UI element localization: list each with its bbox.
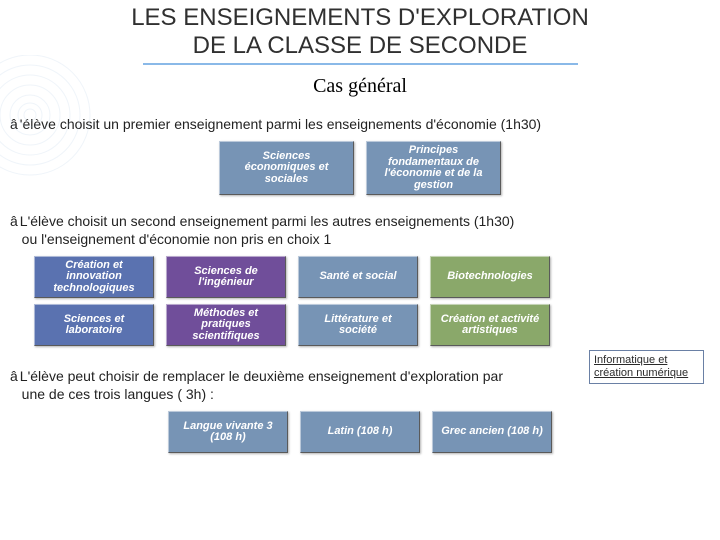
tiles-second-row1: Création et innovation technologiques Sci… [34,256,720,298]
subject-tile: Grec ancien (108 h) [432,411,552,453]
subject-tile: Méthodes et pratiques scientifiques [166,304,286,346]
subject-tile: Création et activité artistiques [430,304,550,346]
arrow-icon: â [10,213,18,229]
subject-tile: Biotechnologies [430,256,550,298]
sidebox-informatique: Informatique et création numérique [589,350,704,384]
arrow-icon: â [10,116,18,132]
title-line-1: LES ENSEIGNEMENTS D'EXPLORATION [0,4,720,32]
tiles-second-row2: Sciences et laboratoire Méthodes et prati… [34,304,720,346]
subject-tile: Littérature et société [298,304,418,346]
para3-l2: une de ces trois langues ( 3h) : [22,386,214,402]
subtitle: Cas général [0,75,720,98]
arrow-icon: â [10,368,18,384]
title-line-2: DE LA CLASSE DE SECONDE [0,32,720,60]
para2-l2: ou l'enseignement d'économie non pris en… [22,231,332,247]
title-underline [143,63,578,65]
tiles-economy: Sciences économiques et socialesPrincipe… [0,141,720,195]
subject-tile: Langue vivante 3 (108 h) [168,411,288,453]
para3-l1: L'élève peut choisir de remplacer le deu… [20,368,503,384]
subject-tile: Principes fondamentaux de l'économie et … [366,141,501,195]
subject-tile: Sciences et laboratoire [34,304,154,346]
para1-text: 'élève choisit un premier enseignement p… [20,116,541,132]
subject-tile: Sciences économiques et sociales [219,141,354,195]
subject-tile: Création et innovation technologiques [34,256,154,298]
subject-tile: Latin (108 h) [300,411,420,453]
tiles-languages: Langue vivante 3 (108 h) Latin (108 h) Gre… [0,411,720,453]
paragraph-choice-1: â'élève choisit un premier enseignement … [10,116,710,134]
subject-tile: Santé et social [298,256,418,298]
para2-l1: L'élève choisit un second enseignement p… [20,213,515,229]
subject-tile: Sciences de l'ingénieur [166,256,286,298]
page-title: LES ENSEIGNEMENTS D'EXPLORATION DE LA CL… [0,0,720,65]
paragraph-choice-2: âL'élève choisit un second enseignement … [10,213,710,248]
